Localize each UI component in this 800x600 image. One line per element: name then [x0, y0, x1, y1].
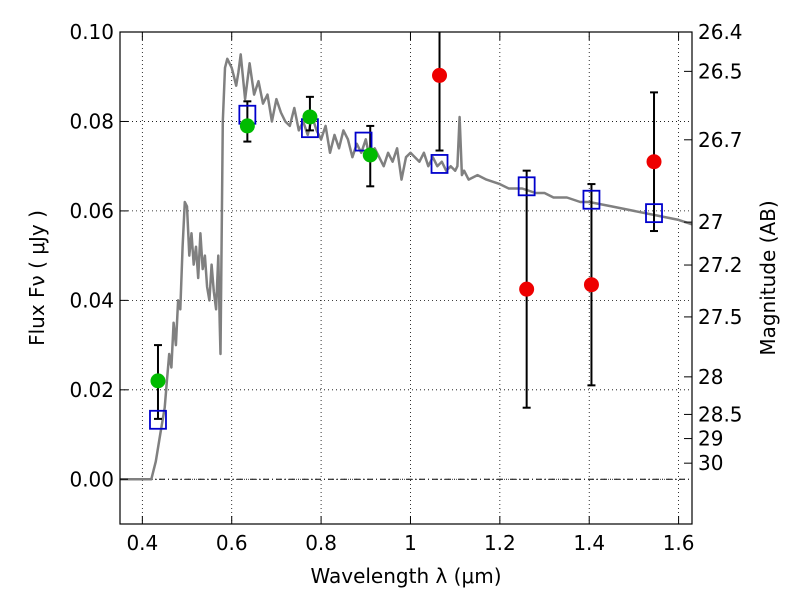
x-tick-label: 0.6	[216, 531, 248, 555]
model-photometry-square	[582, 189, 601, 210]
right-tick-label: 30	[698, 451, 723, 475]
observed-markers	[150, 67, 662, 389]
y-tick-label: 0.06	[69, 199, 114, 223]
right-tick-label: 29	[698, 427, 723, 451]
y-tick-label: 0.04	[69, 288, 114, 312]
observed-low-sn-point	[583, 277, 599, 293]
right-tick-label: 28	[698, 365, 723, 389]
observed-low-sn-point	[432, 67, 448, 83]
observed-detection-point	[302, 109, 318, 125]
right-tick-label: 27	[698, 210, 723, 234]
x-tick-label: 1.6	[663, 531, 695, 555]
y-tick-label: 0.00	[69, 467, 114, 491]
right-tick-label: 27.2	[698, 253, 743, 277]
right-tick-label: 26.5	[698, 59, 743, 83]
observed-detection-point	[150, 373, 166, 389]
right-tick-label: 28.5	[698, 402, 743, 426]
x-tick-label: 0.4	[126, 531, 158, 555]
model-photometry-square	[430, 154, 449, 174]
y-tick-label: 0.02	[69, 378, 114, 402]
observed-low-sn-point	[646, 154, 662, 170]
right-tick-label: 26.7	[698, 128, 743, 152]
x-tick-label: 1.4	[573, 531, 605, 555]
observed-detection-point	[239, 118, 255, 134]
model-photometry-square	[149, 409, 167, 430]
right-tick-label: 27.5	[698, 305, 743, 329]
model-photometry-square	[517, 176, 536, 197]
model-photometry-square	[645, 203, 663, 224]
y-axis-label: Flux Fν ( μJy )	[25, 210, 49, 346]
y-tick-label: 0.10	[69, 20, 114, 44]
x-tick-label: 1	[404, 531, 417, 555]
x-tick-label: 1.2	[484, 531, 516, 555]
y-tick-label: 0.08	[69, 109, 114, 133]
x-axis-ticks: 0.4 0.6 0.8 1 1.2 1.4 1.6	[126, 32, 695, 555]
model-photometry-square	[354, 131, 373, 152]
right-tick-label: 26.4	[698, 20, 743, 44]
right-axis-label: Magnitude (AB)	[756, 200, 780, 355]
x-axis-label: Wavelength λ (μm)	[310, 564, 501, 588]
plot-frame	[119, 31, 693, 525]
y-axis-ticks: 0.00 0.02 0.04 0.06 0.08 0.10	[69, 20, 128, 491]
plot-background	[120, 32, 692, 524]
observed-low-sn-point	[519, 281, 535, 297]
observed-detection-point	[362, 147, 378, 163]
x-tick-label: 0.8	[305, 531, 337, 555]
